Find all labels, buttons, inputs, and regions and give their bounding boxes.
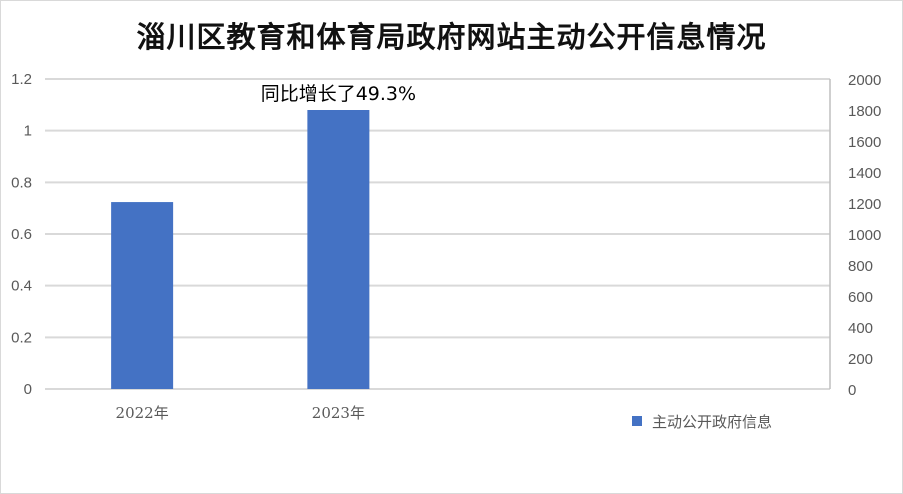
- right-axis-tick: 1200: [848, 196, 881, 213]
- left-axis-tick: 0.2: [11, 329, 32, 346]
- left-axis-tick: 1.2: [11, 71, 32, 88]
- right-axis-tick: 1000: [848, 227, 881, 244]
- chart-title: 淄川区教育和体育局政府网站主动公开信息情况: [136, 20, 767, 54]
- left-axis-tick: 0: [24, 381, 32, 398]
- right-axis-tick: 800: [848, 258, 873, 275]
- left-axis-tick: 0.6: [11, 226, 32, 243]
- right-axis-tick: 1400: [848, 165, 881, 182]
- left-axis-tick: 1: [24, 123, 32, 140]
- right-axis-tick: 0: [848, 382, 856, 399]
- right-axis-tick: 1800: [848, 103, 881, 120]
- right-axis-tick: 600: [848, 289, 873, 306]
- left-axis-tick: 0.4: [11, 278, 32, 295]
- growth-annotation: 同比增长了49.3%: [261, 83, 416, 105]
- left-axis-tick: 0.8: [11, 174, 32, 191]
- legend-swatch: [632, 416, 642, 426]
- x-axis-tick: 2023年: [312, 404, 365, 422]
- right-axis-tick: 2000: [848, 72, 881, 89]
- right-axis-tick: 400: [848, 320, 873, 337]
- bar-2023年: [307, 110, 370, 389]
- legend-label: 主动公开政府信息: [652, 413, 772, 431]
- bar-2022年: [111, 202, 174, 389]
- right-axis-tick: 200: [848, 351, 873, 368]
- x-axis-tick: 2022年: [116, 404, 169, 422]
- right-axis-tick: 1600: [848, 134, 881, 151]
